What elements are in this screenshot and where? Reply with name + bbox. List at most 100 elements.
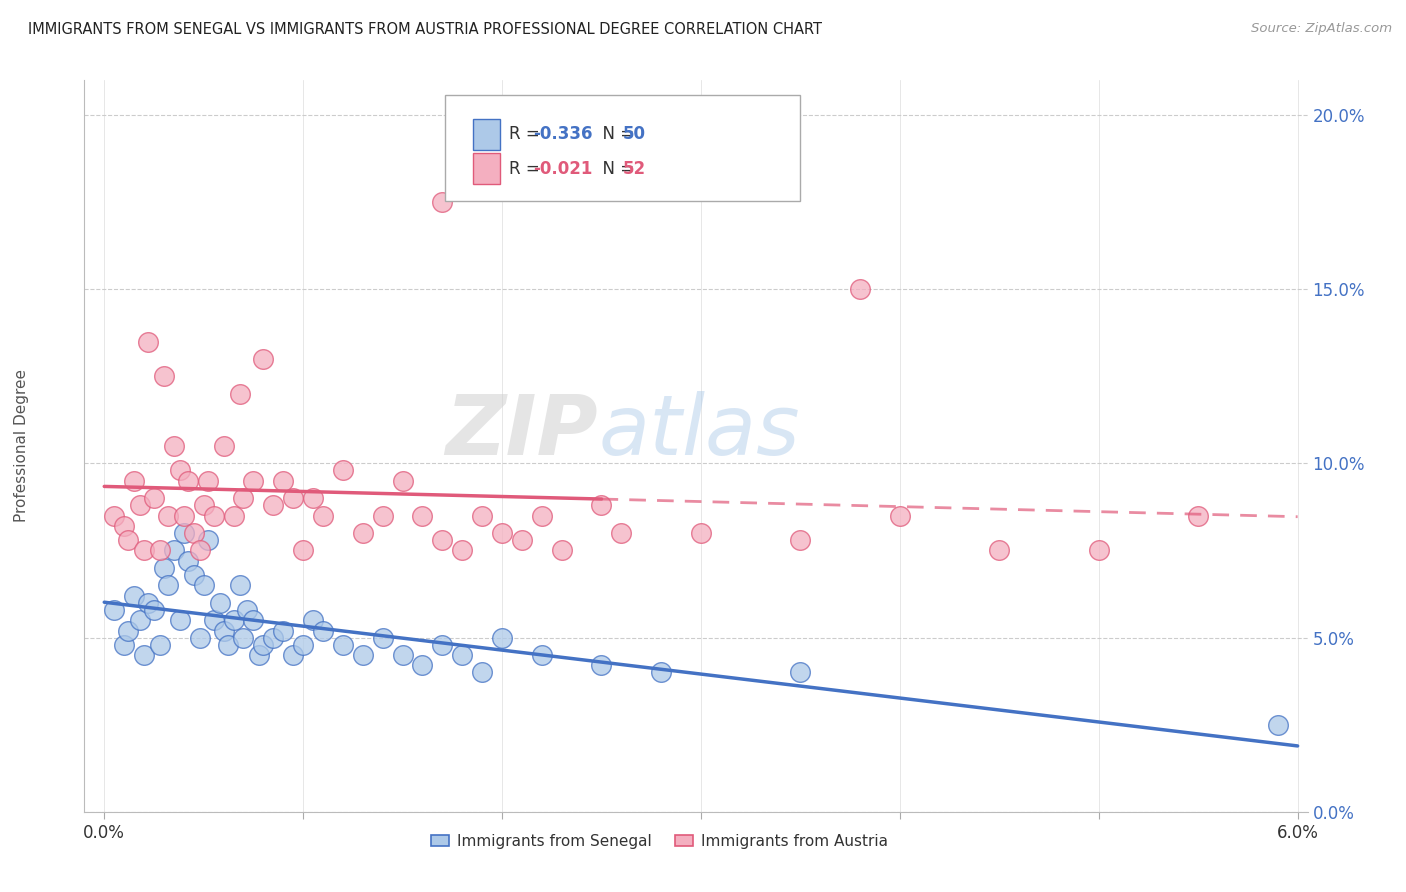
Point: [302, 613, 325, 627]
Point: [222, 613, 245, 627]
Text: IMMIGRANTS FROM SENEGAL VS IMMIGRANTS FROM AUSTRIA PROFESSIONAL DEGREE CORRELATI: IMMIGRANTS FROM SENEGAL VS IMMIGRANTS FR…: [28, 22, 823, 37]
Point: [352, 526, 374, 541]
Point: [283, 491, 305, 506]
Point: [283, 648, 305, 662]
Point: [1267, 717, 1289, 731]
Point: [153, 561, 176, 575]
Text: R =: R =: [509, 126, 544, 144]
Point: [122, 589, 145, 603]
Point: [183, 526, 205, 541]
Point: [197, 533, 219, 547]
Point: [391, 648, 413, 662]
Point: [132, 543, 155, 558]
Point: [212, 439, 235, 453]
Point: [143, 491, 166, 506]
Text: R =: R =: [509, 160, 544, 178]
Point: [292, 543, 315, 558]
Y-axis label: Professional Degree: Professional Degree: [14, 369, 28, 523]
Point: [149, 543, 172, 558]
Point: [432, 195, 454, 210]
Text: atlas: atlas: [598, 391, 800, 472]
Point: [122, 474, 145, 488]
Point: [247, 648, 270, 662]
Point: [849, 282, 872, 296]
FancyBboxPatch shape: [446, 95, 800, 201]
FancyBboxPatch shape: [474, 119, 501, 150]
Point: [112, 519, 135, 533]
Point: [173, 508, 195, 523]
Point: [391, 474, 413, 488]
Point: [177, 554, 200, 568]
Point: [591, 498, 613, 512]
Point: [112, 638, 135, 652]
Point: [510, 533, 533, 547]
Point: [129, 498, 152, 512]
Point: [889, 508, 911, 523]
Text: Source: ZipAtlas.com: Source: ZipAtlas.com: [1251, 22, 1392, 36]
Point: [530, 508, 553, 523]
Point: [129, 613, 152, 627]
Point: [252, 351, 274, 366]
Point: [136, 596, 159, 610]
Point: [217, 638, 239, 652]
Point: [222, 508, 245, 523]
Point: [153, 369, 176, 384]
Point: [610, 526, 633, 541]
Text: N =: N =: [592, 160, 640, 178]
Point: [789, 665, 811, 680]
Point: [156, 578, 179, 592]
Point: [202, 508, 225, 523]
Point: [143, 603, 166, 617]
Text: ZIP: ZIP: [446, 391, 598, 472]
Point: [471, 508, 494, 523]
Point: [332, 463, 354, 477]
Point: [451, 543, 474, 558]
Point: [232, 491, 254, 506]
Point: [690, 526, 713, 541]
Point: [136, 334, 159, 349]
Point: [371, 508, 394, 523]
Point: [352, 648, 374, 662]
Point: [271, 474, 294, 488]
Point: [169, 463, 191, 477]
Point: [650, 665, 672, 680]
Point: [236, 603, 259, 617]
Point: [169, 613, 191, 627]
Point: [188, 631, 211, 645]
Point: [163, 543, 186, 558]
Point: [183, 567, 205, 582]
FancyBboxPatch shape: [474, 153, 501, 184]
Point: [188, 543, 211, 558]
Point: [332, 638, 354, 652]
Point: [117, 624, 139, 638]
Point: [193, 498, 215, 512]
Text: -0.336: -0.336: [533, 126, 593, 144]
Text: 52: 52: [623, 160, 645, 178]
Point: [228, 578, 250, 592]
Point: [242, 474, 264, 488]
Point: [212, 624, 235, 638]
Point: [173, 526, 195, 541]
Point: [1187, 508, 1209, 523]
Text: N =: N =: [592, 126, 640, 144]
Point: [302, 491, 325, 506]
Legend: Immigrants from Senegal, Immigrants from Austria: Immigrants from Senegal, Immigrants from…: [425, 828, 894, 855]
Point: [432, 638, 454, 652]
Point: [117, 533, 139, 547]
Point: [262, 498, 284, 512]
Point: [292, 638, 315, 652]
Text: 50: 50: [623, 126, 645, 144]
Point: [551, 543, 574, 558]
Point: [163, 439, 186, 453]
Point: [789, 533, 811, 547]
Point: [262, 631, 284, 645]
Point: [103, 603, 125, 617]
Point: [491, 526, 513, 541]
Point: [491, 631, 513, 645]
Point: [988, 543, 1011, 558]
Point: [411, 508, 433, 523]
Text: -0.021: -0.021: [533, 160, 593, 178]
Point: [1087, 543, 1109, 558]
Point: [271, 624, 294, 638]
Point: [228, 386, 250, 401]
